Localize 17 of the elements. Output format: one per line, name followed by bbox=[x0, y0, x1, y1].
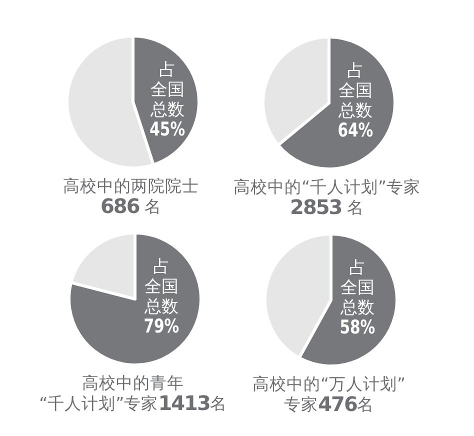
text: “千人计划”专家1413名 bbox=[39, 391, 227, 415]
slice-label: 占全国总数 bbox=[337, 61, 372, 121]
text: 专家476名 bbox=[284, 392, 374, 416]
slice-label: 占全国总数 bbox=[149, 60, 184, 120]
slice-label: 占全国总数 bbox=[339, 258, 374, 318]
text: 686 名 bbox=[100, 194, 162, 218]
data-label: 64% bbox=[338, 120, 374, 142]
slice-label: 占全国总数 bbox=[143, 257, 178, 317]
text: 高校中的青年 bbox=[82, 374, 184, 392]
text: 高校中的“万人计划” bbox=[252, 374, 406, 394]
data-label: 58% bbox=[340, 316, 376, 340]
text: 高校中的两院院士 bbox=[63, 176, 199, 196]
data-label: 45% bbox=[150, 118, 186, 142]
text: 2853 名 bbox=[290, 195, 364, 219]
text: 高校中的“千人计划”专家 bbox=[233, 178, 421, 196]
data-label: 79% bbox=[144, 316, 180, 338]
pie-slice bbox=[68, 232, 202, 366]
